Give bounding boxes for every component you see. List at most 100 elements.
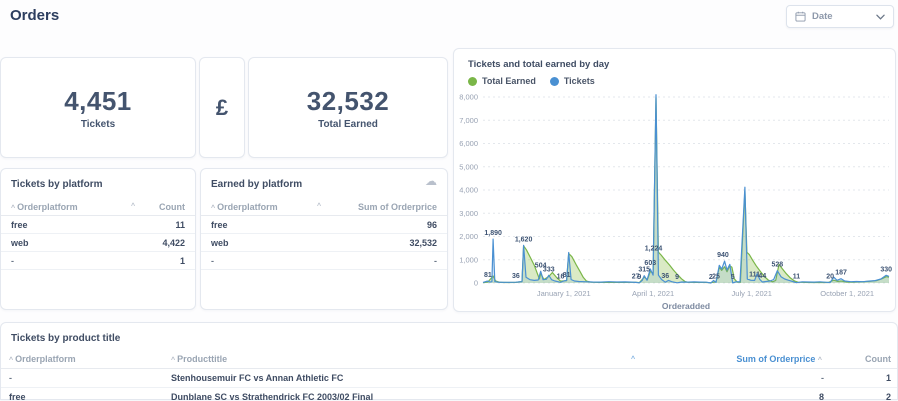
data-point-label: 9 — [675, 274, 679, 281]
cell-orderplatform: free — [11, 219, 28, 230]
column-header-orderplatform[interactable]: ^ Orderplatform — [211, 201, 278, 212]
sort-caret-icon: ^ — [317, 203, 322, 210]
y-tick-label: 3,000 — [459, 209, 478, 218]
sort-caret-icon: ^ — [631, 356, 636, 363]
cell-producttitle: Stenhousemuir FC vs Annan Athletic FC — [171, 373, 344, 383]
data-point-label: 20 — [826, 274, 834, 281]
data-point-label: 1,224 — [645, 246, 663, 253]
table-header-row[interactable]: ^ Orderplatform ^ Producttitle ^ Sum of Order… — [1, 350, 897, 369]
cell-count: 1 — [885, 373, 891, 383]
column-header-orderplatform[interactable]: ^ Orderplatform — [11, 201, 78, 212]
date-filter-button[interactable]: Date — [786, 5, 894, 28]
data-point-label: 315 — [638, 267, 650, 274]
calendar-icon — [795, 11, 806, 22]
cell-value: 4,422 — [162, 237, 185, 248]
y-tick-label: 2,000 — [459, 232, 478, 241]
data-point-label: 9 — [637, 274, 641, 281]
chevron-down-icon — [876, 14, 885, 20]
table-row: -1 — [1, 252, 195, 270]
y-tick-label: 0 — [474, 279, 478, 288]
column-header-value[interactable]: Sum of Orderprice — [357, 201, 437, 212]
chart-legend: Total Earned Tickets — [454, 70, 895, 86]
legend-item-total-earned[interactable]: Total Earned — [468, 76, 536, 86]
data-point-label: 36 — [512, 273, 520, 280]
table-row: free 11 — [1, 216, 195, 234]
data-point-label: 504 — [535, 262, 547, 269]
x-tick-label: April 1, 2021 — [632, 289, 674, 298]
sort-caret-icon: ^ — [211, 204, 216, 212]
tickets-by-platform-card: Tickets by platform ^ Orderplatform ^ Count… — [0, 168, 196, 310]
legend-dot-tickets — [549, 76, 559, 86]
series-area-total-earned — [483, 97, 889, 283]
series-line-total-earned — [482, 96, 890, 284]
data-point-label: 81 — [563, 272, 571, 279]
column-header-sum-of-orderprice[interactable]: Sum of Orderprice ^ — [736, 354, 822, 364]
sort-caret-icon: ^ — [9, 357, 14, 364]
series-line-tickets — [482, 94, 890, 284]
data-point-label: 1,620 — [515, 236, 533, 243]
earned-by-platform-table: ^ Orderplatform ^ Sum of Orderprice free 96 we… — [201, 198, 447, 270]
kpi-total-earned-label: Total Earned — [318, 118, 378, 130]
x-tick-label: October 1, 2021 — [820, 289, 874, 298]
cloud-export-icon[interactable]: ☁ — [425, 174, 437, 188]
legend-item-tickets[interactable]: Tickets — [549, 76, 595, 86]
table-row: -- — [201, 252, 447, 270]
table-row: web 32,532 — [201, 234, 447, 252]
data-point-label: 603 — [644, 260, 656, 267]
y-tick-label: 8,000 — [459, 93, 478, 102]
page-title: Orders — [10, 7, 60, 24]
data-point-label: 27 — [632, 273, 640, 280]
cell-count: 2 — [885, 392, 891, 401]
data-point-label: 333 — [543, 266, 555, 273]
data-point-label: 25 — [712, 273, 720, 280]
column-header-value[interactable]: Count — [159, 201, 185, 212]
cell-orderplatform: web — [211, 237, 229, 248]
cell-sum-of-orderprice: 8 — [818, 392, 824, 401]
cell-value: 11 — [175, 219, 185, 230]
tickets-by-product-card: Tickets by product title ^ Orderplatform ^… — [0, 322, 898, 401]
y-tick-label: 4,000 — [459, 186, 478, 195]
sort-caret-icon: ^ — [131, 203, 136, 210]
cell-value: 1 — [179, 255, 185, 266]
y-tick-label: 5,000 — [459, 162, 478, 171]
cell-value: - — [434, 255, 437, 266]
data-point-label: 36 — [661, 273, 669, 280]
tickets-earned-line-chart: 0 1,000 2,000 3,000 4,000 5,000 6,000 7,000 8,00… — [459, 93, 892, 312]
sort-caret-icon: ^ — [11, 204, 16, 212]
data-point-label: 330 — [880, 266, 892, 273]
data-point-label: 111 — [749, 271, 760, 278]
kpi-tickets-label: Tickets — [80, 118, 116, 130]
table-header-row[interactable]: ^ Orderplatform ^ Count — [1, 198, 195, 216]
cell-sum-of-orderprice: - — [821, 373, 824, 383]
kpi-currency-card: £ — [199, 57, 245, 158]
data-point-label: 5 — [731, 274, 735, 281]
data-point-label: 44 — [758, 273, 766, 280]
currency-symbol: £ — [215, 94, 229, 120]
cell-orderplatform: - — [9, 373, 12, 383]
tickets-by-product-table: ^ Orderplatform ^ Producttitle ^ Sum of Order… — [1, 350, 897, 401]
tickets-by-platform-title: Tickets by platform — [11, 179, 103, 190]
y-tick-label: 1,000 — [459, 255, 478, 264]
cell-value: 96 — [426, 219, 437, 230]
table-header-row[interactable]: ^ Orderplatform ^ Sum of Orderprice — [201, 198, 447, 216]
sort-caret-icon: ^ — [817, 357, 822, 364]
table-row: free 96 — [201, 216, 447, 234]
cell-orderplatform: - — [211, 255, 214, 266]
cell-value: 32,532 — [409, 237, 437, 248]
earned-by-platform-card: Earned by platform ☁ ^ Orderplatform ^ Sum … — [200, 168, 448, 310]
column-header-orderplatform[interactable]: ^ Orderplatform — [9, 354, 76, 364]
table-row: web 4,422 — [1, 234, 195, 252]
column-header-count[interactable]: Count — [865, 354, 891, 364]
column-header-producttitle[interactable]: ^ Producttitle — [171, 354, 228, 364]
data-point-label: 2 — [709, 274, 713, 281]
cell-orderplatform: web — [11, 237, 29, 248]
legend-label-tickets: Tickets — [563, 76, 595, 86]
x-tick-label: July 1, 2021 — [732, 289, 772, 298]
kpi-total-earned-value: 32,532 — [306, 85, 390, 116]
series-area-tickets — [483, 94, 889, 283]
cell-orderplatform: free — [9, 392, 26, 401]
kpi-total-earned-card: 32,532 Total Earned — [248, 57, 448, 158]
legend-dot-total-earned — [468, 76, 477, 86]
data-point-label: 81 — [484, 272, 492, 279]
